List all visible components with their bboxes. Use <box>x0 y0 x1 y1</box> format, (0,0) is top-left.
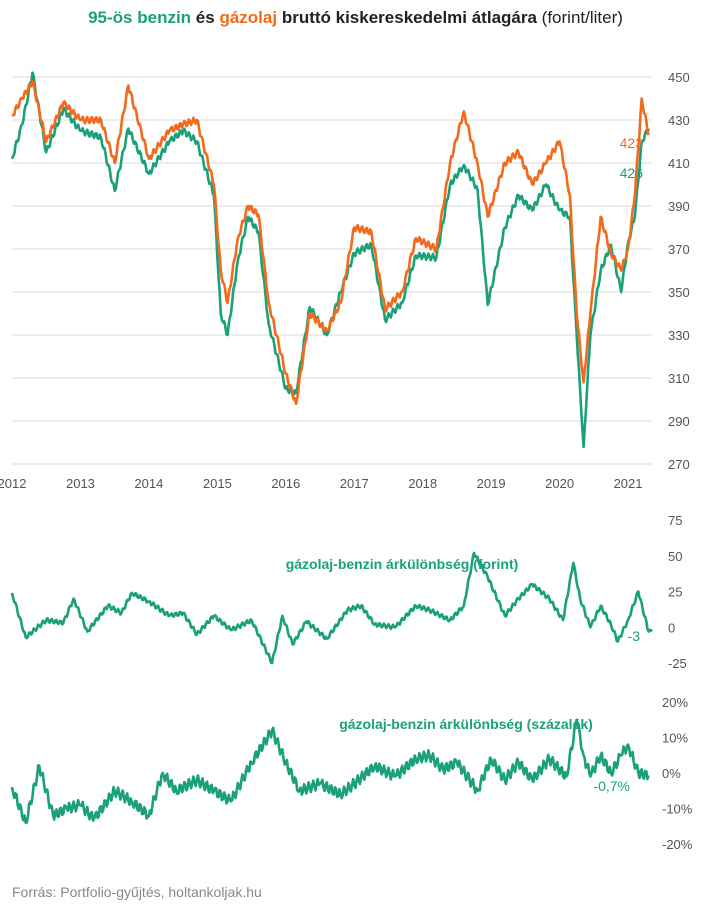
ytick-2-2: 0% <box>662 766 681 781</box>
ytick-0-8: 290 <box>668 414 690 429</box>
ytick-2-1: 10% <box>662 731 688 746</box>
xtick-0: 2012 <box>0 476 26 491</box>
title-main: bruttó kiskereskedelmi átlagára <box>281 8 537 27</box>
xtick-7: 2019 <box>477 476 506 491</box>
ytick-1-4: -25 <box>668 656 687 671</box>
end-label-0-1: 423 <box>620 135 644 151</box>
ytick-2-0: 20% <box>662 695 688 710</box>
ytick-2-4: -20% <box>662 837 693 852</box>
ytick-0-1: 430 <box>668 113 690 128</box>
xtick-5: 2017 <box>340 476 369 491</box>
ytick-0-2: 410 <box>668 156 690 171</box>
ytick-1-1: 50 <box>668 549 682 564</box>
series-title-szazalek: gázolaj-benzin árkülönbség (százalék) <box>339 716 593 732</box>
ytick-1-3: 0 <box>668 620 675 635</box>
ytick-1-0: 75 <box>668 513 682 528</box>
ytick-0-3: 390 <box>668 199 690 214</box>
title-benzin: 95-ös benzin <box>88 8 192 27</box>
ytick-0-0: 450 <box>668 70 690 85</box>
xtick-6: 2018 <box>408 476 437 491</box>
series-line-1-0 <box>10 551 653 665</box>
ytick-1-2: 25 <box>668 585 682 600</box>
xtick-2: 2014 <box>134 476 163 491</box>
series-line-0-0 <box>10 71 650 449</box>
xtick-3: 2015 <box>203 476 232 491</box>
series-line-2-0 <box>10 718 650 824</box>
xtick-9: 2021 <box>614 476 643 491</box>
series-title-forint: gázolaj-benzin árkülönbség (forint) <box>286 556 519 572</box>
ytick-0-7: 310 <box>668 371 690 386</box>
ytick-2-3: -10% <box>662 802 693 817</box>
ytick-0-5: 350 <box>668 285 690 300</box>
source-note: Forrás: Portfolio-gyűjtés, holtankoljak.… <box>12 884 262 900</box>
xtick-8: 2020 <box>545 476 574 491</box>
ytick-0-6: 330 <box>668 328 690 343</box>
ytick-0-4: 370 <box>668 242 690 257</box>
title-unit: (forint/liter) <box>541 8 623 27</box>
title-gazolaj: gázolaj <box>219 8 278 27</box>
ytick-0-9: 270 <box>668 457 690 472</box>
xtick-4: 2016 <box>271 476 300 491</box>
end-label-0-0: 426 <box>620 165 644 181</box>
title-es: és <box>195 8 215 27</box>
series-line-0-1 <box>11 80 650 406</box>
end-label-2-0: -0,7% <box>593 778 630 794</box>
end-label-1-0: -3 <box>628 628 641 644</box>
chart-title: 95-ös benzin és gázolaj bruttó kiskeresk… <box>0 8 711 28</box>
xtick-1: 2013 <box>66 476 95 491</box>
